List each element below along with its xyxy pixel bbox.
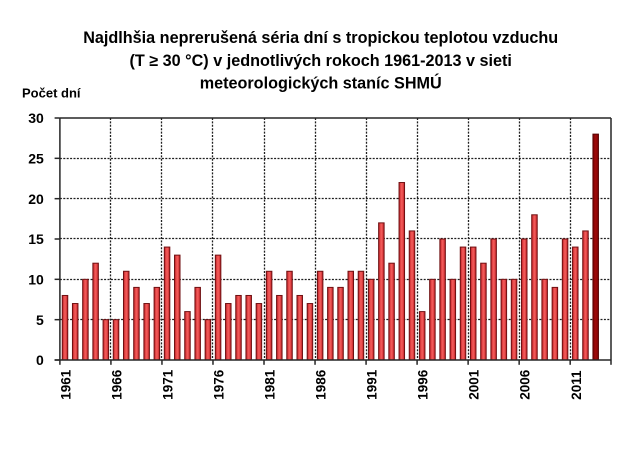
- svg-text:0: 0: [36, 352, 44, 368]
- svg-text:1981: 1981: [263, 369, 278, 400]
- svg-text:(T ≥ 30 °C) v jednotlivých rok: (T ≥ 30 °C) v jednotlivých rokoch 1961-2…: [129, 52, 511, 70]
- svg-text:Najdlhšia neprerušená séria dn: Najdlhšia neprerušená séria dní s tropic…: [83, 29, 558, 47]
- svg-text:20: 20: [28, 191, 44, 207]
- svg-text:1976: 1976: [212, 369, 227, 400]
- svg-text:30: 30: [28, 110, 44, 126]
- svg-text:10: 10: [28, 271, 44, 287]
- svg-text:2006: 2006: [518, 369, 533, 400]
- svg-text:2011: 2011: [569, 370, 584, 400]
- svg-text:1971: 1971: [161, 369, 176, 400]
- svg-text:1966: 1966: [110, 369, 125, 400]
- svg-text:1961: 1961: [59, 369, 74, 400]
- svg-text:meteorologických staníc SHMÚ: meteorologických staníc SHMÚ: [200, 74, 442, 93]
- svg-text:1986: 1986: [314, 369, 329, 400]
- svg-text:25: 25: [28, 150, 44, 166]
- svg-text:1996: 1996: [416, 369, 431, 400]
- svg-text:2001: 2001: [467, 369, 482, 400]
- svg-text:5: 5: [36, 312, 44, 328]
- svg-text:Počet dní: Počet dní: [22, 86, 81, 101]
- svg-text:1991: 1991: [365, 369, 380, 400]
- svg-text:15: 15: [28, 231, 44, 247]
